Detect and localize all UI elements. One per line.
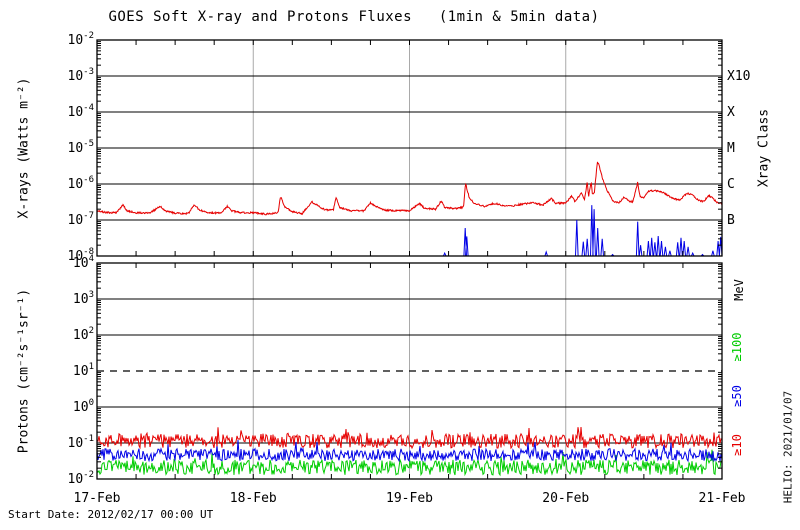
helio-credit-label: HELIO: 2021/01/07 [781, 390, 795, 504]
decade-gridlines [97, 75, 722, 221]
y-tick-label: 103 [73, 290, 94, 307]
xray-class-x-label: X [727, 105, 735, 120]
y-minor-ticks [97, 41, 722, 246]
xray-class-m-label: M [727, 141, 735, 156]
x-tick-label: 20-Feb [542, 491, 589, 506]
protons-panel: 104 103 102 101 100 10-1 10-2 ≥100 ≥50 ≥10 [68, 254, 745, 487]
x-tick-label: 21-Feb [699, 491, 746, 506]
xray-class-x10-label: X10 [727, 69, 750, 84]
xray-y-axis-label: X-rays (Watts m⁻²) [16, 77, 32, 219]
x-tick-label: 18-Feb [230, 491, 277, 506]
protons-ge100MeV-label: ≥100 [730, 333, 744, 362]
y-tick-labels: 10-2 10-3 10-4 10-5 10-6 10-7 10-8 [68, 31, 95, 264]
xray-short-wavelength-series [442, 205, 722, 256]
y-minor-ticks [97, 264, 722, 469]
mev-axis-label: MeV [732, 279, 746, 301]
x-minor-ticks [135, 40, 684, 256]
y-tick-label: 100 [73, 398, 94, 415]
xray-long-wavelength-series [97, 161, 722, 216]
start-date-label: Start Date: 2012/02/17 00:00 UT [8, 508, 214, 521]
y-tick-label: 10-1 [68, 434, 95, 451]
x-tick-label: 19-Feb [386, 491, 433, 506]
xray-panel: 10-2 10-3 10-4 10-5 10-6 10-7 10-8 X10 X M C B [68, 31, 751, 264]
protons-ge100MeV-series [97, 449, 722, 477]
y-tick-label: 10-4 [68, 103, 95, 120]
y-tick-label: 10-8 [68, 247, 95, 264]
protons-ge50MeV-label: ≥50 [730, 385, 744, 407]
x-tick-label: 17-Feb [74, 491, 121, 506]
xray-class-b-label: B [727, 213, 735, 228]
chart-title: GOES Soft X-ray and Protons Fluxes (1min… [108, 9, 600, 25]
xray-class-c-label: C [727, 177, 735, 192]
y-tick-label: 10-2 [68, 470, 95, 487]
y-tick-labels: 104 103 102 101 100 10-1 10-2 [68, 254, 95, 487]
y-tick-label: 10-5 [68, 139, 95, 156]
y-tick-label: 10-3 [68, 67, 95, 84]
x-minor-ticks [135, 263, 684, 479]
protons-series-group [97, 426, 722, 477]
y-tick-label: 10-2 [68, 31, 95, 48]
y-tick-label: 10-7 [68, 211, 95, 228]
x-axis-labels: 17-Feb 18-Feb 19-Feb 20-Feb 21-Feb [74, 491, 746, 506]
y-tick-label: 104 [73, 254, 94, 271]
y-tick-label: 10-6 [68, 175, 95, 192]
proton-y-axis-label: Protons (cm⁻²s⁻¹sr⁻¹) [16, 288, 32, 454]
xray-series-group [97, 161, 722, 256]
protons-ge50MeV-series [97, 439, 722, 463]
protons-ge10MeV-series [97, 426, 722, 450]
y-tick-label: 102 [73, 326, 94, 343]
xray-class-axis-label: Xray Class [756, 108, 772, 188]
y-tick-label: 101 [73, 362, 94, 379]
protons-ge10MeV-label: ≥10 [730, 434, 744, 456]
